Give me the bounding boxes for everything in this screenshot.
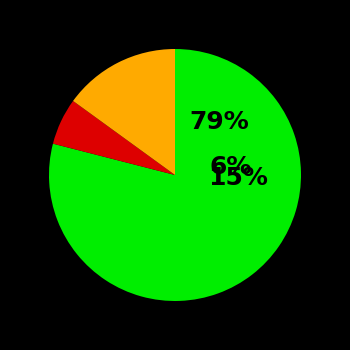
Text: 6%: 6% [210, 155, 252, 179]
Wedge shape [53, 101, 175, 175]
Text: 15%: 15% [208, 166, 268, 190]
Text: 79%: 79% [189, 110, 249, 134]
Wedge shape [73, 49, 175, 175]
Wedge shape [49, 49, 301, 301]
